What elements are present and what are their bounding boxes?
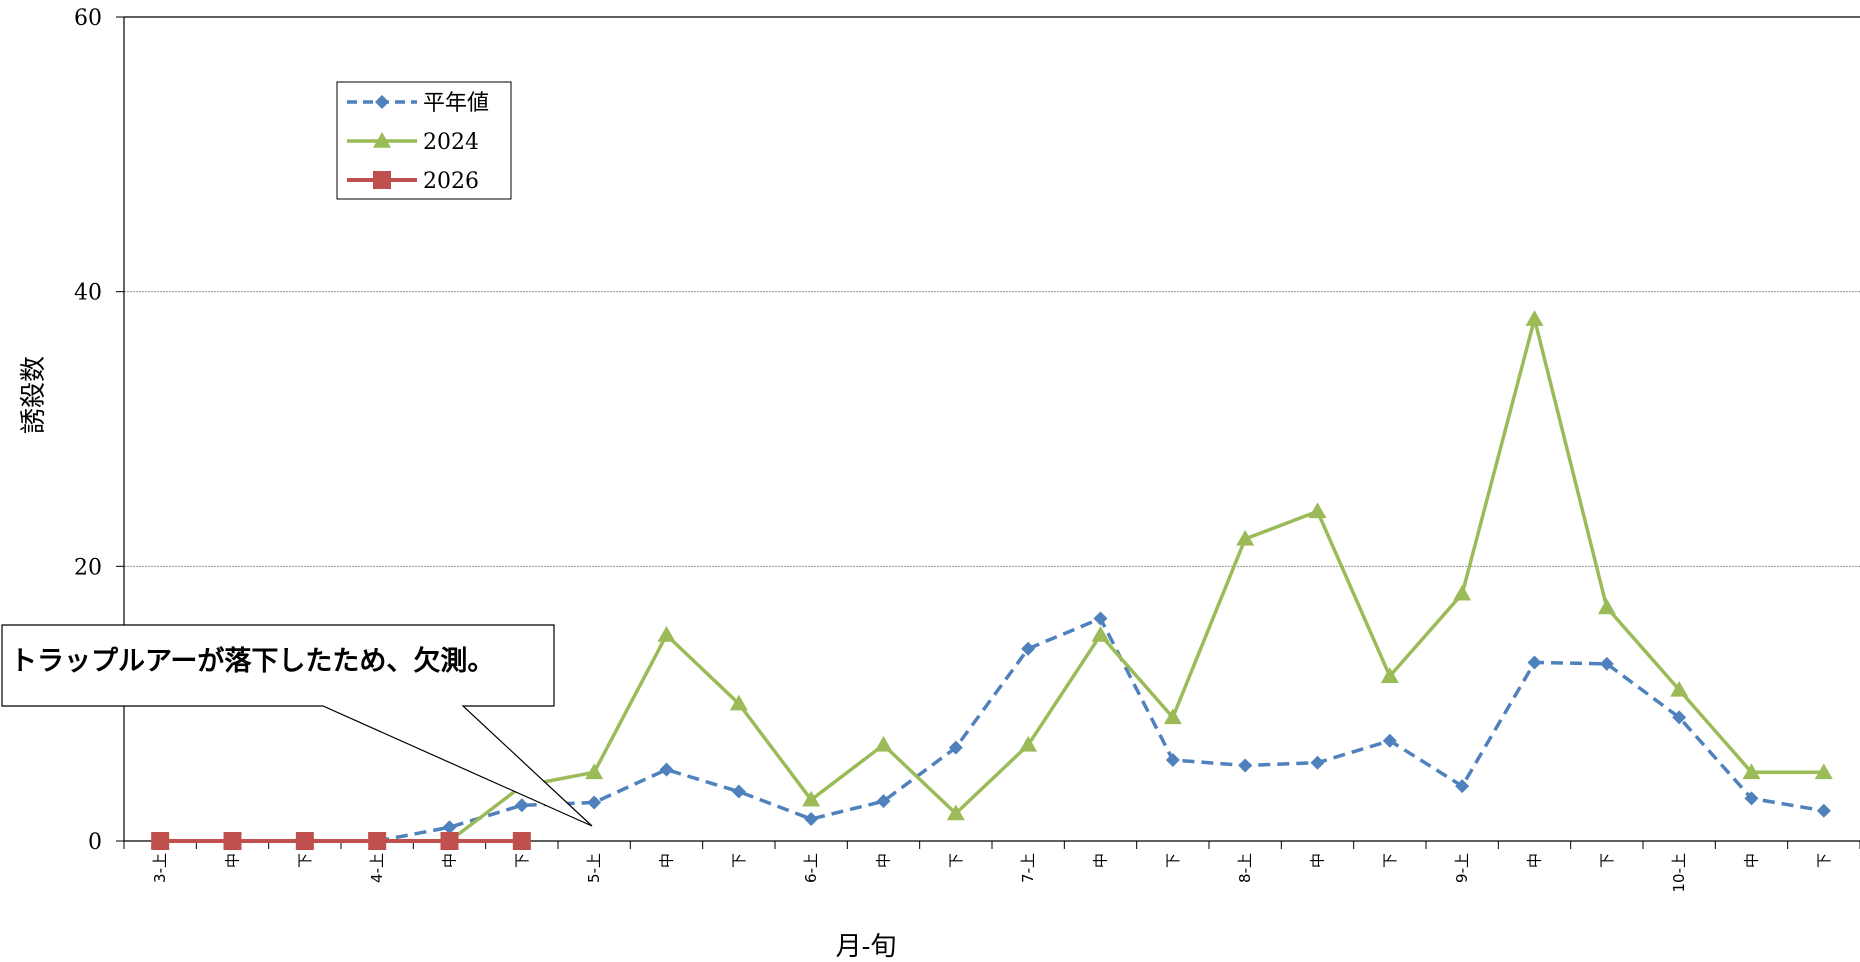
x-tick-label: 中 bbox=[875, 853, 893, 868]
x-tick-label: 9-上 bbox=[1453, 853, 1471, 883]
x-tick-label: 中 bbox=[441, 853, 459, 868]
data-point bbox=[1238, 758, 1252, 772]
legend-label: 2024 bbox=[423, 130, 479, 155]
data-point bbox=[585, 763, 603, 779]
y-tick-labels: 0 20 40 60 bbox=[74, 6, 102, 855]
data-point bbox=[373, 171, 391, 189]
legend: 平年値 2024 2026 bbox=[337, 82, 511, 199]
data-point bbox=[1094, 612, 1108, 626]
data-point bbox=[1453, 585, 1471, 601]
x-tick-label: 5-上 bbox=[585, 853, 603, 883]
data-point bbox=[1598, 599, 1616, 615]
x-tick-label: 7-上 bbox=[1019, 853, 1037, 883]
series-2 bbox=[441, 310, 1833, 848]
series-lines bbox=[151, 310, 1833, 850]
series-1 bbox=[370, 612, 1831, 848]
data-point bbox=[658, 626, 676, 642]
data-point bbox=[1528, 655, 1542, 669]
data-point bbox=[224, 832, 242, 850]
y-tick-label: 60 bbox=[74, 6, 102, 31]
data-point bbox=[1817, 804, 1831, 818]
data-point bbox=[515, 798, 529, 812]
x-axis-title: 月-旬 bbox=[836, 932, 897, 962]
data-point bbox=[441, 832, 459, 850]
x-category-labels: 3-上 中 下 4-上 中 下 5-上 中 下 6-上 中 下 7-上 中 下 8-上 中 下 9-上 中 下 10-上 中… bbox=[151, 853, 1833, 893]
data-point bbox=[660, 763, 674, 777]
y-tick-label: 40 bbox=[74, 281, 102, 306]
data-point bbox=[1526, 310, 1544, 326]
x-tick-label: 4-上 bbox=[368, 853, 386, 883]
x-tick-label: 8-上 bbox=[1236, 853, 1254, 883]
data-point bbox=[1021, 642, 1035, 656]
x-tick-label: 中 bbox=[1092, 853, 1110, 868]
data-point bbox=[368, 832, 386, 850]
x-tick-label: 6-上 bbox=[802, 853, 820, 883]
series-line bbox=[450, 319, 1824, 841]
data-point bbox=[1166, 753, 1180, 767]
callout-text: トラップルアーが落下したため、欠測。 bbox=[10, 645, 494, 677]
x-tick-label: 10-上 bbox=[1670, 853, 1688, 893]
x-tick-label: 3-上 bbox=[151, 853, 169, 883]
legend-label: 平年値 bbox=[423, 91, 489, 116]
x-tick-label: 下 bbox=[730, 853, 748, 868]
data-point bbox=[875, 736, 893, 752]
data-point bbox=[151, 832, 169, 850]
x-tick-label: 下 bbox=[296, 853, 314, 868]
x-tick-label: 下 bbox=[1381, 853, 1399, 868]
x-tick-label: 中 bbox=[658, 853, 676, 868]
y-tick-label: 0 bbox=[88, 830, 102, 855]
x-tick-label: 下 bbox=[513, 853, 531, 868]
y-axis-title: 誘殺数 bbox=[19, 356, 49, 434]
x-tick-label: 下 bbox=[1164, 853, 1182, 868]
x-tick-label: 下 bbox=[1598, 853, 1616, 868]
data-point bbox=[296, 832, 314, 850]
x-tick-label: 中 bbox=[1743, 853, 1761, 868]
x-tick-label: 中 bbox=[1526, 853, 1544, 868]
x-tick-label: 中 bbox=[224, 853, 242, 868]
callout: トラップルアーが落下したため、欠測。 bbox=[2, 625, 592, 826]
data-point bbox=[1311, 756, 1325, 770]
x-tick-label: 下 bbox=[1815, 853, 1833, 868]
legend-label: 2026 bbox=[423, 169, 479, 194]
y-tick-label: 20 bbox=[74, 555, 102, 580]
x-tick-label: 下 bbox=[947, 853, 965, 868]
x-tick-label: 中 bbox=[1309, 853, 1327, 868]
data-point bbox=[513, 832, 531, 850]
data-point bbox=[1309, 502, 1327, 518]
data-point bbox=[1092, 626, 1110, 642]
data-point bbox=[587, 796, 601, 810]
data-point bbox=[804, 812, 818, 826]
data-point bbox=[732, 785, 746, 799]
